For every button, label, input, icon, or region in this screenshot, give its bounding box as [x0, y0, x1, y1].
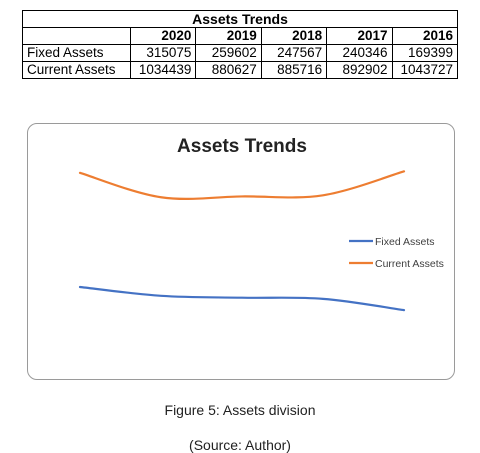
legend-label: Fixed Assets [375, 236, 435, 248]
table-cell: 880627 [195, 61, 262, 79]
row-label: Fixed Assets [22, 44, 131, 62]
table-cell: 1043727 [391, 61, 459, 79]
year-header-cell: 2017 [326, 27, 393, 45]
table-cell: 240346 [326, 44, 393, 62]
year-header-cell: 2018 [260, 27, 328, 45]
table-cell: 892902 [326, 61, 393, 79]
table-header-row: 2020 2019 2018 2017 2016 [22, 27, 459, 45]
year-header-cell: 2019 [195, 27, 262, 45]
table-cell: 169399 [391, 44, 459, 62]
year-header-cell: 2020 [129, 27, 197, 45]
table-row-fixed-assets: Fixed Assets 315075 259602 247567 240346… [22, 44, 459, 62]
source-caption: (Source: Author) [189, 437, 291, 453]
assets-data-table: Assets Trends 2020 2019 2018 2017 2016 F… [22, 10, 459, 79]
chart-title: Assets Trends [177, 136, 307, 157]
year-header-cell: 2016 [391, 27, 459, 45]
table-title: Assets Trends [22, 10, 458, 28]
chart-legend: Fixed Assets Current Assets [349, 236, 444, 270]
table-cell: 259602 [195, 44, 262, 62]
row-label: Current Assets [22, 61, 131, 79]
header-empty-cell [22, 27, 131, 45]
series-line-current-assets [78, 170, 406, 200]
chart-container: Assets Trends Fixed Assets Current Assets [27, 123, 455, 380]
table-cell: 1034439 [129, 61, 197, 79]
table-title-row: Assets Trends [22, 10, 458, 28]
series-layer [78, 170, 406, 312]
figure-caption: Figure 5: Assets division [164, 402, 316, 418]
table-row-current-assets: Current Assets 1034439 880627 885716 892… [22, 61, 459, 79]
table-cell: 315075 [129, 44, 197, 62]
table-cell: 885716 [260, 61, 328, 79]
legend-label: Current Assets [375, 258, 444, 270]
line-chart: Assets Trends Fixed Assets Current Assets [78, 136, 444, 312]
series-line-fixed-assets [78, 285, 406, 312]
table-cell: 247567 [260, 44, 328, 62]
